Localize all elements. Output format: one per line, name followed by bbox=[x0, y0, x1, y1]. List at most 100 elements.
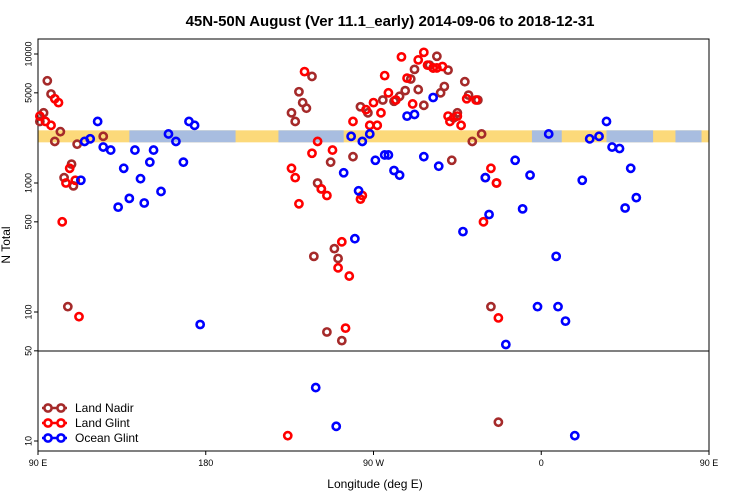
point-land-nadir bbox=[286, 107, 297, 118]
x-tick-label: 0 bbox=[539, 458, 544, 468]
point-land-nadir bbox=[308, 251, 319, 262]
point-ocean-glint bbox=[144, 157, 155, 168]
point-land-nadir bbox=[459, 76, 470, 87]
y-tick-label: 10000 bbox=[23, 41, 33, 66]
point-land-nadir bbox=[348, 151, 358, 162]
point-ocean-glint bbox=[560, 316, 571, 327]
point-land-glint bbox=[74, 311, 84, 322]
point-ocean-glint bbox=[189, 120, 200, 131]
point-land-glint bbox=[372, 120, 383, 131]
point-land-glint bbox=[333, 262, 343, 273]
point-land-nadir bbox=[98, 131, 109, 142]
legend-label: Ocean Glint bbox=[75, 431, 139, 445]
point-land-glint bbox=[53, 97, 64, 108]
point-ocean-glint bbox=[418, 151, 429, 162]
point-ocean-glint bbox=[510, 155, 521, 166]
point-land-nadir bbox=[325, 157, 336, 168]
point-land-glint bbox=[379, 70, 390, 81]
point-land-nadir bbox=[467, 136, 478, 147]
point-ocean-glint bbox=[620, 203, 631, 213]
point-ocean-glint bbox=[551, 251, 562, 262]
y-tick-label: 50 bbox=[23, 346, 33, 356]
point-ocean-glint bbox=[353, 185, 364, 196]
point-ocean-glint bbox=[370, 155, 381, 166]
x-tick-label: 90 E bbox=[29, 458, 48, 468]
point-ocean-glint bbox=[383, 150, 394, 160]
point-land-glint bbox=[456, 120, 467, 131]
point-ocean-glint bbox=[338, 167, 349, 178]
ocean-band-segment bbox=[278, 130, 344, 143]
point-land-glint bbox=[486, 163, 496, 174]
point-land-glint bbox=[282, 430, 293, 441]
point-ocean-glint bbox=[389, 165, 399, 176]
point-land-glint bbox=[336, 236, 347, 247]
point-land-nadir bbox=[301, 103, 312, 114]
legend-marker bbox=[43, 433, 53, 443]
point-land-glint bbox=[383, 87, 394, 98]
point-ocean-glint bbox=[553, 301, 563, 312]
point-ocean-glint bbox=[480, 172, 491, 183]
point-ocean-glint bbox=[569, 430, 580, 441]
point-ocean-glint bbox=[594, 131, 604, 142]
land-ocean-band bbox=[38, 130, 709, 143]
ocean-band-segment bbox=[675, 130, 702, 143]
point-land-glint bbox=[493, 313, 504, 323]
point-land-glint bbox=[376, 107, 386, 118]
legend-label: Land Nadir bbox=[75, 401, 134, 415]
point-ocean-glint bbox=[500, 339, 511, 350]
point-ocean-glint bbox=[517, 203, 528, 214]
point-ocean-glint bbox=[135, 173, 146, 184]
point-ocean-glint bbox=[331, 421, 342, 432]
point-ocean-glint bbox=[379, 150, 390, 160]
point-land-glint bbox=[452, 111, 463, 122]
point-ocean-glint bbox=[625, 163, 636, 174]
point-land-glint bbox=[471, 95, 481, 105]
point-land-glint bbox=[491, 178, 502, 188]
y-tick-label: 100 bbox=[23, 304, 33, 319]
point-ocean-glint bbox=[584, 133, 595, 144]
point-land-nadir bbox=[49, 136, 60, 147]
point-land-nadir bbox=[400, 85, 411, 96]
point-land-glint bbox=[70, 175, 81, 186]
point-land-glint bbox=[294, 198, 304, 209]
point-ocean-glint bbox=[532, 301, 543, 312]
point-land-glint bbox=[290, 172, 301, 183]
point-ocean-glint bbox=[118, 163, 129, 174]
point-ocean-glint bbox=[85, 133, 96, 144]
point-ocean-glint bbox=[113, 202, 124, 213]
point-land-glint bbox=[46, 120, 56, 131]
chart-title: 45N-50N August (Ver 11.1_early) 2014-09-… bbox=[186, 13, 595, 30]
point-ocean-glint bbox=[124, 193, 135, 204]
point-land-glint bbox=[327, 145, 338, 155]
point-land-glint bbox=[307, 148, 317, 159]
point-ocean-glint bbox=[171, 136, 181, 147]
point-land-nadir bbox=[62, 301, 73, 312]
point-ocean-glint bbox=[428, 92, 439, 103]
legend-label: Land Glint bbox=[75, 416, 130, 430]
point-land-nadir bbox=[418, 100, 429, 111]
point-land-glint bbox=[340, 323, 351, 334]
point-land-glint bbox=[461, 93, 472, 104]
point-ocean-glint bbox=[130, 145, 140, 155]
point-land-glint bbox=[316, 184, 327, 194]
point-land-glint bbox=[286, 163, 297, 174]
point-land-glint bbox=[445, 116, 455, 127]
point-land-glint bbox=[61, 178, 71, 188]
point-land-nadir bbox=[294, 86, 304, 97]
point-ocean-glint bbox=[525, 170, 535, 181]
legend-marker bbox=[56, 433, 66, 443]
point-land-glint bbox=[437, 61, 448, 72]
point-ocean-glint bbox=[394, 170, 405, 181]
point-ocean-glint bbox=[163, 129, 174, 139]
point-land-nadir bbox=[329, 243, 340, 254]
point-land-nadir bbox=[446, 155, 457, 166]
point-land-nadir bbox=[476, 129, 487, 139]
point-ocean-glint bbox=[543, 129, 554, 139]
legend-marker bbox=[43, 418, 53, 428]
point-ocean-glint bbox=[195, 319, 206, 330]
point-ocean-glint bbox=[577, 175, 588, 186]
point-land-glint bbox=[368, 97, 379, 108]
x-tick-label: 90 W bbox=[363, 458, 385, 468]
point-land-nadir bbox=[322, 327, 332, 337]
